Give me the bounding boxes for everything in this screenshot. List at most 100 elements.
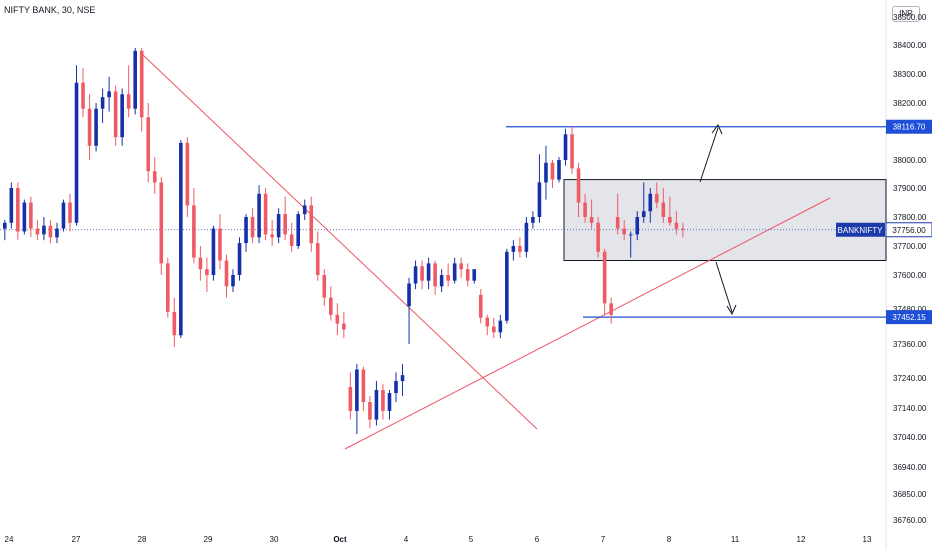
- candle-body: [674, 222, 679, 229]
- y-tick-label: 38200.00: [893, 99, 927, 108]
- candle-body: [355, 369, 359, 411]
- candle-body: [322, 275, 327, 298]
- candle-body: [544, 162, 548, 183]
- candle-body: [622, 228, 626, 235]
- y-tick-label: 37240.00: [893, 374, 927, 383]
- candle-body: [518, 246, 522, 252]
- candle-body: [557, 160, 561, 180]
- resistance-price-label: 38116.70: [893, 123, 926, 132]
- candle-body: [68, 202, 72, 223]
- y-tick-label: 37800.00: [893, 213, 927, 222]
- arrow-up-head: [711, 124, 723, 135]
- candle-body: [387, 393, 392, 411]
- candle-body: [433, 263, 437, 287]
- candle-body: [172, 311, 177, 336]
- y-tick-label: 37600.00: [893, 271, 927, 280]
- x-tick-label: 29: [204, 535, 213, 544]
- candle-body: [87, 108, 92, 146]
- candle-body: [524, 222, 529, 252]
- resistance-price-label-bg: [886, 119, 932, 134]
- candle-body: [263, 193, 268, 235]
- candle-body: [250, 217, 255, 238]
- candle-body: [681, 228, 685, 230]
- candle-body: [192, 205, 196, 258]
- x-tick-label: 30: [270, 535, 279, 544]
- candle-body: [257, 193, 261, 238]
- candle-body: [492, 326, 496, 333]
- candle-body: [55, 228, 59, 238]
- y-tick-label: 37700.00: [893, 242, 927, 251]
- candle-body: [583, 202, 587, 217]
- candle-body: [426, 263, 431, 281]
- support-price-label: 37452.15: [892, 313, 926, 322]
- candle-body: [570, 134, 574, 169]
- candle-body: [668, 217, 672, 223]
- candle-body: [589, 217, 594, 223]
- x-tick-label: 6: [535, 535, 540, 544]
- candle-body: [348, 387, 353, 411]
- y-tick-label: 38000.00: [893, 156, 927, 165]
- candle-body: [641, 211, 646, 217]
- candle-body: [531, 217, 535, 223]
- currency-label[interactable]: INR: [892, 6, 920, 22]
- candle-body: [635, 217, 640, 235]
- candle-body: [315, 243, 320, 275]
- x-tick-label: 12: [797, 535, 806, 544]
- candle-body: [146, 117, 151, 172]
- candle-body: [472, 269, 477, 281]
- candle-body: [120, 94, 124, 138]
- candle-body: [439, 275, 444, 287]
- candle-body: [452, 263, 457, 281]
- candle-body: [511, 246, 516, 252]
- candle-body: [276, 214, 281, 238]
- candle-body: [609, 303, 613, 315]
- candle-body: [381, 390, 385, 411]
- candle-body: [335, 314, 340, 324]
- arrow-up-line: [699, 127, 719, 183]
- candle-body: [498, 320, 503, 333]
- candle-body: [198, 257, 203, 270]
- range-box: [563, 179, 887, 262]
- y-tick-label: 38300.00: [893, 70, 927, 79]
- candle-body: [231, 275, 235, 287]
- candle-body: [550, 162, 555, 180]
- candle-body: [205, 269, 209, 275]
- x-tick-label: 8: [667, 535, 672, 544]
- candle-body: [602, 251, 607, 304]
- y-tick-label: 36850.00: [893, 490, 927, 499]
- x-tick-label: 4: [404, 535, 409, 544]
- candle-body: [48, 225, 53, 238]
- x-tick-label: 5: [469, 535, 474, 544]
- candle-body: [139, 50, 144, 118]
- candle-body: [655, 193, 659, 203]
- candle-body: [107, 91, 111, 98]
- x-tick-label: 27: [72, 535, 81, 544]
- candle-body: [113, 91, 118, 138]
- candle-body: [133, 50, 137, 109]
- candle-body: [283, 214, 287, 235]
- candle-body: [237, 243, 242, 275]
- candle-body: [505, 251, 509, 321]
- candle-body: [35, 228, 40, 235]
- candle-body: [459, 263, 463, 270]
- candle-body: [100, 97, 105, 109]
- candle-body: [16, 188, 20, 232]
- x-tick-label: Oct: [333, 535, 347, 544]
- candle-body: [94, 108, 98, 146]
- candle-body: [465, 269, 470, 281]
- candle-body: [81, 82, 85, 109]
- candle-body: [61, 202, 66, 229]
- y-tick-label: 38400.00: [893, 41, 927, 50]
- candle-body: [179, 142, 183, 336]
- candle-body: [329, 297, 333, 315]
- candle-body: [224, 260, 229, 287]
- candle-body: [615, 217, 620, 229]
- y-tick-label: 37900.00: [893, 184, 927, 193]
- candle-body: [218, 228, 222, 261]
- candle-body: [374, 390, 379, 420]
- symbol-title: NIFTY BANK, 30, NSE: [4, 5, 96, 15]
- x-tick-label: 11: [731, 535, 740, 544]
- candle-body: [22, 202, 27, 232]
- y-tick-label: 37480.00: [893, 305, 927, 314]
